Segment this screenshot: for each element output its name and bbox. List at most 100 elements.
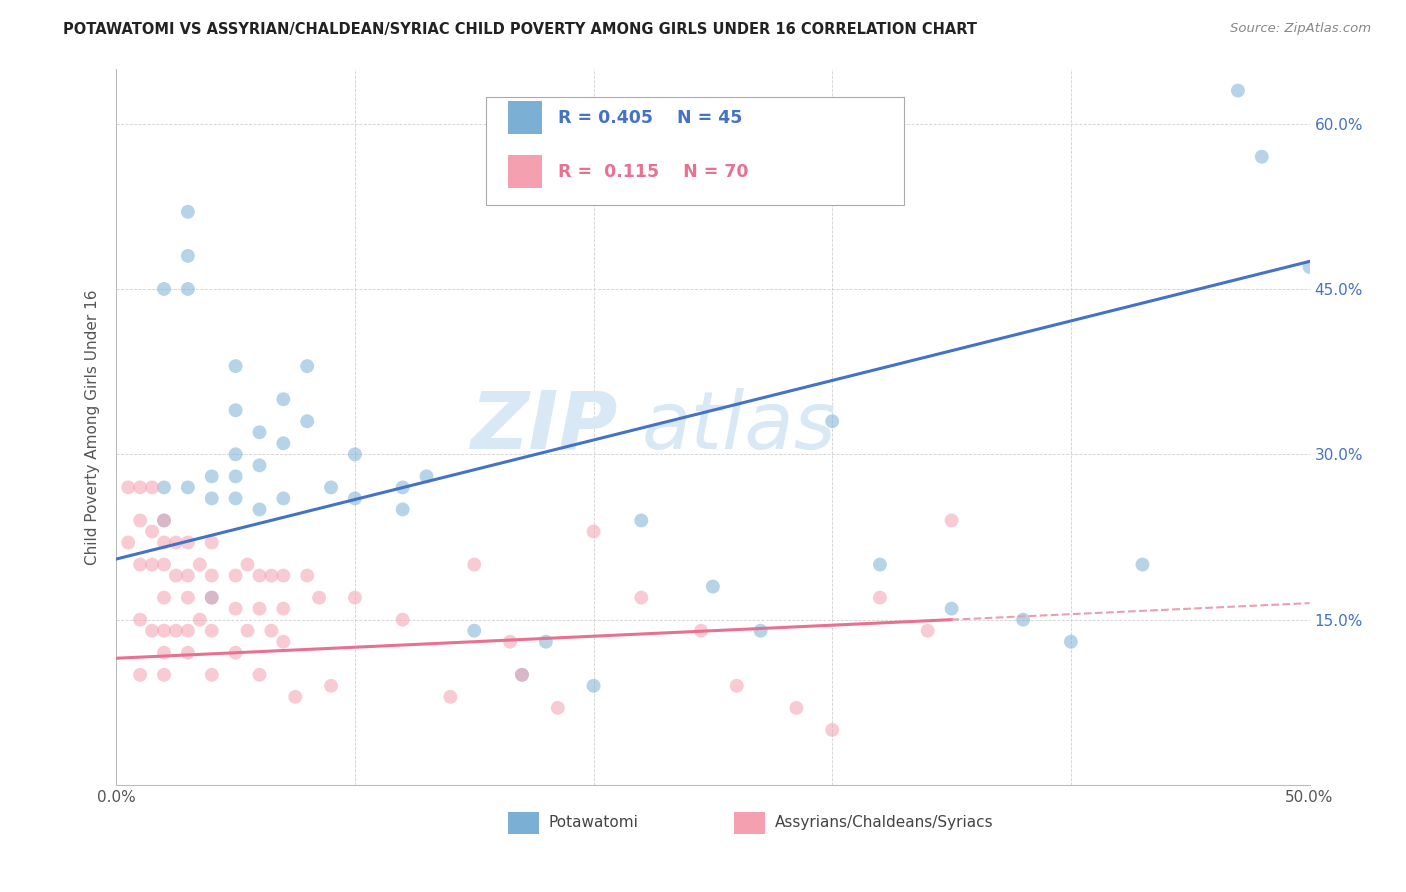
Point bbox=[249, 667, 271, 681]
Point bbox=[869, 558, 891, 572]
Point bbox=[188, 558, 211, 572]
Point bbox=[129, 667, 152, 681]
Point bbox=[319, 679, 342, 693]
FancyBboxPatch shape bbox=[508, 812, 538, 834]
Point bbox=[260, 568, 283, 582]
Point bbox=[534, 634, 557, 648]
Point bbox=[273, 436, 295, 450]
Point bbox=[917, 624, 939, 638]
Point bbox=[153, 624, 176, 638]
Point bbox=[1060, 634, 1083, 648]
Point bbox=[141, 624, 163, 638]
Point bbox=[273, 392, 295, 407]
Point bbox=[284, 690, 307, 704]
Point bbox=[129, 558, 152, 572]
Text: R = 0.405    N = 45: R = 0.405 N = 45 bbox=[558, 109, 742, 127]
FancyBboxPatch shape bbox=[486, 97, 904, 204]
Point bbox=[725, 679, 748, 693]
Point bbox=[869, 591, 891, 605]
Point bbox=[273, 601, 295, 615]
Point bbox=[201, 535, 224, 549]
Point bbox=[510, 667, 533, 681]
Point bbox=[249, 502, 271, 516]
Point bbox=[249, 568, 271, 582]
Point bbox=[117, 480, 139, 494]
Point bbox=[273, 634, 295, 648]
Point bbox=[201, 469, 224, 483]
Point bbox=[463, 558, 485, 572]
Point bbox=[236, 624, 259, 638]
Point bbox=[1298, 260, 1320, 274]
Point bbox=[129, 480, 152, 494]
Point bbox=[177, 591, 200, 605]
Point bbox=[547, 701, 569, 715]
Text: Potawatomi: Potawatomi bbox=[548, 815, 638, 830]
Point bbox=[273, 491, 295, 506]
Point bbox=[141, 558, 163, 572]
Point bbox=[295, 359, 318, 373]
Point bbox=[177, 249, 200, 263]
Point bbox=[941, 601, 963, 615]
Point bbox=[129, 513, 152, 527]
Point bbox=[153, 535, 176, 549]
Point bbox=[582, 679, 605, 693]
Point bbox=[1132, 558, 1154, 572]
Point bbox=[177, 646, 200, 660]
Point bbox=[201, 667, 224, 681]
FancyBboxPatch shape bbox=[508, 102, 543, 135]
Point bbox=[153, 646, 176, 660]
Point bbox=[177, 480, 200, 494]
Point bbox=[117, 535, 139, 549]
Point bbox=[749, 624, 772, 638]
Point bbox=[201, 591, 224, 605]
Point bbox=[499, 634, 522, 648]
Point bbox=[201, 568, 224, 582]
Y-axis label: Child Poverty Among Girls Under 16: Child Poverty Among Girls Under 16 bbox=[86, 289, 100, 565]
FancyBboxPatch shape bbox=[734, 812, 765, 834]
Point bbox=[153, 667, 176, 681]
Point bbox=[201, 624, 224, 638]
Point bbox=[153, 513, 176, 527]
Point bbox=[249, 458, 271, 473]
Point bbox=[343, 591, 366, 605]
Point bbox=[153, 558, 176, 572]
Point bbox=[236, 558, 259, 572]
Point bbox=[153, 282, 176, 296]
Point bbox=[630, 591, 652, 605]
Point bbox=[582, 524, 605, 539]
Point bbox=[249, 425, 271, 440]
Point bbox=[225, 568, 247, 582]
Point bbox=[129, 613, 152, 627]
Point bbox=[391, 502, 413, 516]
Text: Assyrians/Chaldeans/Syriacs: Assyrians/Chaldeans/Syriacs bbox=[775, 815, 994, 830]
Point bbox=[177, 568, 200, 582]
Point bbox=[165, 568, 187, 582]
Text: ZIP: ZIP bbox=[470, 388, 617, 466]
FancyBboxPatch shape bbox=[508, 155, 543, 188]
Point bbox=[225, 646, 247, 660]
Point bbox=[141, 524, 163, 539]
Point bbox=[225, 447, 247, 461]
Point bbox=[260, 624, 283, 638]
Point bbox=[308, 591, 330, 605]
Point bbox=[225, 601, 247, 615]
Point bbox=[690, 624, 713, 638]
Point bbox=[225, 403, 247, 417]
Point bbox=[177, 535, 200, 549]
Point bbox=[225, 469, 247, 483]
Point bbox=[153, 591, 176, 605]
Point bbox=[391, 480, 413, 494]
Point bbox=[141, 480, 163, 494]
Point bbox=[295, 414, 318, 428]
Point bbox=[295, 568, 318, 582]
Point bbox=[630, 513, 652, 527]
Point bbox=[1250, 150, 1272, 164]
Point bbox=[225, 359, 247, 373]
Point bbox=[415, 469, 437, 483]
Point bbox=[153, 513, 176, 527]
Point bbox=[343, 491, 366, 506]
Point bbox=[177, 282, 200, 296]
Point bbox=[821, 414, 844, 428]
Point bbox=[1226, 84, 1249, 98]
Point bbox=[1012, 613, 1035, 627]
